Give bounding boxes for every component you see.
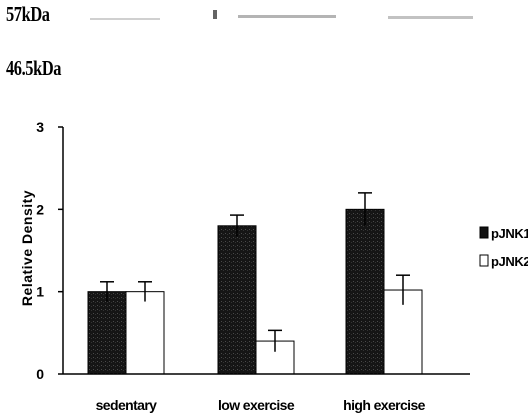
y-tick-label: 0 [36,366,44,382]
blot-marker-57kda: 57kDa [6,2,50,26]
x-category-label: sedentary [96,397,158,413]
bar-pjnk1-low-exercise [217,225,257,375]
bars [87,208,423,375]
blot-band [238,15,336,18]
legend-swatch [479,254,489,267]
x-category-label: high exercise [343,397,426,413]
bar-pjnk1-sedentary [87,291,127,375]
legend-label: pJNK1 [491,226,528,241]
y-tick-label: 2 [36,201,44,217]
y-tick-label: 1 [36,284,44,300]
blot-marker-46kda: 46.5kDa [6,56,62,80]
x-category-label: low exercise [218,397,295,413]
blot-band [90,18,160,20]
legend-label: pJNK2 [491,254,528,269]
y-tick-label: 3 [36,119,44,135]
blot-band [388,16,473,19]
y-axis-title: Relative Density [19,190,35,306]
y-axis: 0 1 2 3 [36,119,64,382]
error-bars [100,192,410,352]
bar-pjnk2-sedentary [125,291,165,375]
legend: pJNK1 pJNK2 [479,226,528,269]
blot-band [213,10,217,19]
legend-swatch [479,226,489,239]
x-axis: sedentary low exercise high exercise [63,373,470,413]
bar-pjnk1-high-exercise [345,208,385,375]
